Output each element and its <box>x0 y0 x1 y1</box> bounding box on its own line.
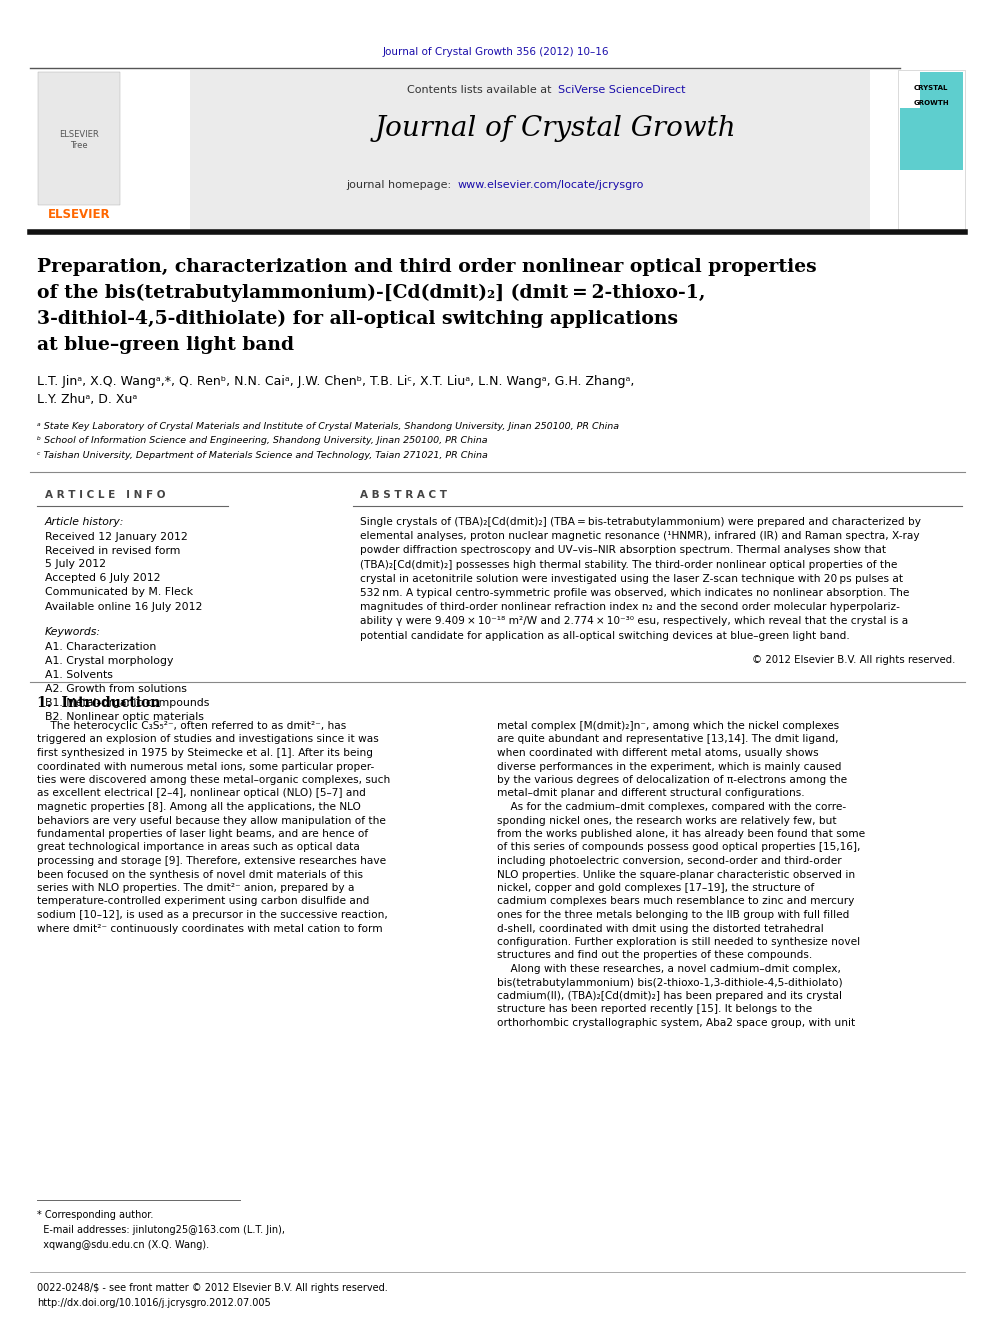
Text: from the works published alone, it has already been found that some: from the works published alone, it has a… <box>497 830 865 839</box>
Text: ᶜ Taishan University, Department of Materials Science and Technology, Taian 2710: ᶜ Taishan University, Department of Mate… <box>37 451 488 460</box>
Text: journal homepage:: journal homepage: <box>346 180 455 191</box>
Text: where dmit²⁻ continuously coordinates with metal cation to form: where dmit²⁻ continuously coordinates wi… <box>37 923 383 934</box>
Bar <box>900 71 963 169</box>
Text: (TBA)₂[Cd(dmit)₂] possesses high thermal stability. The third-order nonlinear op: (TBA)₂[Cd(dmit)₂] possesses high thermal… <box>360 560 898 570</box>
Text: A B S T R A C T: A B S T R A C T <box>360 490 447 500</box>
Text: metal complex [M(dmit)₂]n⁻, among which the nickel complexes: metal complex [M(dmit)₂]n⁻, among which … <box>497 721 839 732</box>
Text: temperature-controlled experiment using carbon disulfide and: temperature-controlled experiment using … <box>37 897 369 906</box>
Text: Keywords:: Keywords: <box>45 627 101 636</box>
Text: elemental analyses, proton nuclear magnetic resonance (¹HNMR), infrared (IR) and: elemental analyses, proton nuclear magne… <box>360 532 920 541</box>
Text: http://dx.doi.org/10.1016/j.jcrysgro.2012.07.005: http://dx.doi.org/10.1016/j.jcrysgro.201… <box>37 1298 271 1308</box>
Text: are quite abundant and representative [13,14]. The dmit ligand,: are quite abundant and representative [1… <box>497 734 838 745</box>
Text: B2. Nonlinear optic materials: B2. Nonlinear optic materials <box>45 712 204 722</box>
Text: metal–dmit planar and different structural configurations.: metal–dmit planar and different structur… <box>497 789 805 799</box>
Text: Along with these researches, a novel cadmium–dmit complex,: Along with these researches, a novel cad… <box>497 964 841 974</box>
Text: B1. Metal–organic compounds: B1. Metal–organic compounds <box>45 699 209 708</box>
Text: fundamental properties of laser light beams, and are hence of: fundamental properties of laser light be… <box>37 830 368 839</box>
Text: Journal of Crystal Growth 356 (2012) 10–16: Journal of Crystal Growth 356 (2012) 10–… <box>383 48 609 57</box>
Text: been focused on the synthesis of novel dmit materials of this: been focused on the synthesis of novel d… <box>37 869 363 880</box>
Text: SciVerse ScienceDirect: SciVerse ScienceDirect <box>558 85 685 95</box>
Text: CRYSTAL: CRYSTAL <box>914 85 948 91</box>
Text: Preparation, characterization and third order nonlinear optical properties: Preparation, characterization and third … <box>37 258 816 277</box>
Text: L.Y. Zhuᵃ, D. Xuᵃ: L.Y. Zhuᵃ, D. Xuᵃ <box>37 393 137 406</box>
Text: ᵃ State Key Laboratory of Crystal Materials and Institute of Crystal Materials, : ᵃ State Key Laboratory of Crystal Materi… <box>37 422 619 430</box>
Text: orthorhombic crystallographic system, Aba2 space group, with unit: orthorhombic crystallographic system, Ab… <box>497 1017 855 1028</box>
Text: 1.  Introduction: 1. Introduction <box>37 696 161 710</box>
Text: 5 July 2012: 5 July 2012 <box>45 560 106 569</box>
Text: Received 12 January 2012: Received 12 January 2012 <box>45 532 187 542</box>
Text: coordinated with numerous metal ions, some particular proper-: coordinated with numerous metal ions, so… <box>37 762 374 771</box>
Text: A R T I C L E   I N F O: A R T I C L E I N F O <box>45 490 166 500</box>
Text: ability γ were 9.409 × 10⁻¹⁸ m²/W and 2.774 × 10⁻³⁰ esu, respectively, which rev: ability γ were 9.409 × 10⁻¹⁸ m²/W and 2.… <box>360 617 909 626</box>
Text: of this series of compounds possess good optical properties [15,16],: of this series of compounds possess good… <box>497 843 860 852</box>
Text: nickel, copper and gold complexes [17–19], the structure of: nickel, copper and gold complexes [17–19… <box>497 882 814 893</box>
Text: sponding nickel ones, the research works are relatively few, but: sponding nickel ones, the research works… <box>497 815 836 826</box>
Text: © 2012 Elsevier B.V. All rights reserved.: © 2012 Elsevier B.V. All rights reserved… <box>752 655 955 665</box>
Text: Received in revised form: Received in revised form <box>45 546 181 556</box>
Bar <box>30 70 190 230</box>
Text: As for the cadmium–dmit complexes, compared with the corre-: As for the cadmium–dmit complexes, compa… <box>497 802 846 812</box>
Text: of the bis(tetrabutylammonium)-[Cd(dmit)₂] (dmit = 2-thioxo-1,: of the bis(tetrabutylammonium)-[Cd(dmit)… <box>37 284 705 302</box>
Text: * Corresponding author.: * Corresponding author. <box>37 1211 154 1220</box>
Text: Single crystals of (TBA)₂[Cd(dmit)₂] (TBA = bis-tetrabutylammonium) were prepare: Single crystals of (TBA)₂[Cd(dmit)₂] (TB… <box>360 517 921 527</box>
Text: Contents lists available at: Contents lists available at <box>407 85 555 95</box>
Text: when coordinated with different metal atoms, usually shows: when coordinated with different metal at… <box>497 747 818 758</box>
Text: www.elsevier.com/locate/jcrysgro: www.elsevier.com/locate/jcrysgro <box>458 180 645 191</box>
Text: 3-dithiol-4,5-dithiolate) for all-optical switching applications: 3-dithiol-4,5-dithiolate) for all-optica… <box>37 310 678 328</box>
Text: 0022-0248/$ - see front matter © 2012 Elsevier B.V. All rights reserved.: 0022-0248/$ - see front matter © 2012 El… <box>37 1283 388 1293</box>
Text: series with NLO properties. The dmit²⁻ anion, prepared by a: series with NLO properties. The dmit²⁻ a… <box>37 882 354 893</box>
Text: processing and storage [9]. Therefore, extensive researches have: processing and storage [9]. Therefore, e… <box>37 856 386 867</box>
Text: structure has been reported recently [15]. It belongs to the: structure has been reported recently [15… <box>497 1004 812 1015</box>
Text: NLO properties. Unlike the square-planar characteristic observed in: NLO properties. Unlike the square-planar… <box>497 869 855 880</box>
Text: A1. Solvents: A1. Solvents <box>45 669 113 680</box>
Text: Communicated by M. Fleck: Communicated by M. Fleck <box>45 587 193 597</box>
Text: A1. Crystal morphology: A1. Crystal morphology <box>45 656 174 665</box>
Text: A1. Characterization: A1. Characterization <box>45 642 157 652</box>
Text: great technological importance in areas such as optical data: great technological importance in areas … <box>37 843 360 852</box>
Text: by the various degrees of delocalization of π-electrons among the: by the various degrees of delocalization… <box>497 775 847 785</box>
Text: magnetic properties [8]. Among all the applications, the NLO: magnetic properties [8]. Among all the a… <box>37 802 361 812</box>
Text: ELSEVIER
Tree: ELSEVIER Tree <box>60 130 99 149</box>
Text: Available online 16 July 2012: Available online 16 July 2012 <box>45 602 202 613</box>
Text: d-shell, coordinated with dmit using the distorted tetrahedral: d-shell, coordinated with dmit using the… <box>497 923 823 934</box>
Text: potential candidate for application as all-optical switching devices at blue–gre: potential candidate for application as a… <box>360 631 850 640</box>
Text: 532 nm. A typical centro-symmetric profile was observed, which indicates no nonl: 532 nm. A typical centro-symmetric profi… <box>360 587 910 598</box>
Text: behaviors are very useful because they allow manipulation of the: behaviors are very useful because they a… <box>37 815 386 826</box>
Bar <box>900 71 920 108</box>
Text: cadmium(II), (TBA)₂[Cd(dmit)₂] has been prepared and its crystal: cadmium(II), (TBA)₂[Cd(dmit)₂] has been … <box>497 991 842 1002</box>
Bar <box>898 70 965 230</box>
Text: cadmium complexes bears much resemblance to zinc and mercury: cadmium complexes bears much resemblance… <box>497 897 854 906</box>
Text: L.T. Jinᵃ, X.Q. Wangᵃ,*, Q. Renᵇ, N.N. Caiᵃ, J.W. Chenᵇ, T.B. Liᶜ, X.T. Liuᵃ, L.: L.T. Jinᵃ, X.Q. Wangᵃ,*, Q. Renᵇ, N.N. C… <box>37 376 634 389</box>
Text: diverse performances in the experiment, which is mainly caused: diverse performances in the experiment, … <box>497 762 841 771</box>
Text: magnitudes of third-order nonlinear refraction index n₂ and the second order mol: magnitudes of third-order nonlinear refr… <box>360 602 900 613</box>
Text: bis(tetrabutylammonium) bis(2-thioxo-1,3-dithiole-4,5-dithiolato): bis(tetrabutylammonium) bis(2-thioxo-1,3… <box>497 978 842 987</box>
Text: crystal in acetonitrile solution were investigated using the laser Z-scan techni: crystal in acetonitrile solution were in… <box>360 574 903 583</box>
Text: structures and find out the properties of these compounds.: structures and find out the properties o… <box>497 950 812 960</box>
Text: The heterocyclic C₃S₅²⁻, often referred to as dmit²⁻, has: The heterocyclic C₃S₅²⁻, often referred … <box>37 721 346 732</box>
Bar <box>38 71 120 205</box>
Text: Accepted 6 July 2012: Accepted 6 July 2012 <box>45 573 161 583</box>
Text: as excellent electrical [2–4], nonlinear optical (NLO) [5–7] and: as excellent electrical [2–4], nonlinear… <box>37 789 366 799</box>
Text: configuration. Further exploration is still needed to synthesize novel: configuration. Further exploration is st… <box>497 937 860 947</box>
Text: sodium [10–12], is used as a precursor in the successive reaction,: sodium [10–12], is used as a precursor i… <box>37 910 388 919</box>
Text: Journal of Crystal Growth: Journal of Crystal Growth <box>374 115 736 142</box>
Bar <box>30 70 870 230</box>
Text: triggered an explosion of studies and investigations since it was: triggered an explosion of studies and in… <box>37 734 379 745</box>
Text: including photoelectric conversion, second-order and third-order: including photoelectric conversion, seco… <box>497 856 841 867</box>
Text: ties were discovered among these metal–organic complexes, such: ties were discovered among these metal–o… <box>37 775 390 785</box>
Text: ᵇ School of Information Science and Engineering, Shandong University, Jinan 2501: ᵇ School of Information Science and Engi… <box>37 437 488 446</box>
Text: E-mail addresses: jinlutong25@163.com (L.T. Jin),: E-mail addresses: jinlutong25@163.com (L… <box>37 1225 285 1234</box>
Text: A2. Growth from solutions: A2. Growth from solutions <box>45 684 186 695</box>
Text: GROWTH: GROWTH <box>914 101 948 106</box>
Text: at blue–green light band: at blue–green light band <box>37 336 294 355</box>
Text: ELSEVIER: ELSEVIER <box>48 209 110 221</box>
Text: xqwang@sdu.edu.cn (X.Q. Wang).: xqwang@sdu.edu.cn (X.Q. Wang). <box>37 1240 209 1250</box>
Text: powder diffraction spectroscopy and UV–vis–NIR absorption spectrum. Thermal anal: powder diffraction spectroscopy and UV–v… <box>360 545 886 556</box>
Text: first synthesized in 1975 by Steimecke et al. [1]. After its being: first synthesized in 1975 by Steimecke e… <box>37 747 373 758</box>
Text: Article history:: Article history: <box>45 517 124 527</box>
Text: ones for the three metals belonging to the IIB group with full filled: ones for the three metals belonging to t… <box>497 910 849 919</box>
